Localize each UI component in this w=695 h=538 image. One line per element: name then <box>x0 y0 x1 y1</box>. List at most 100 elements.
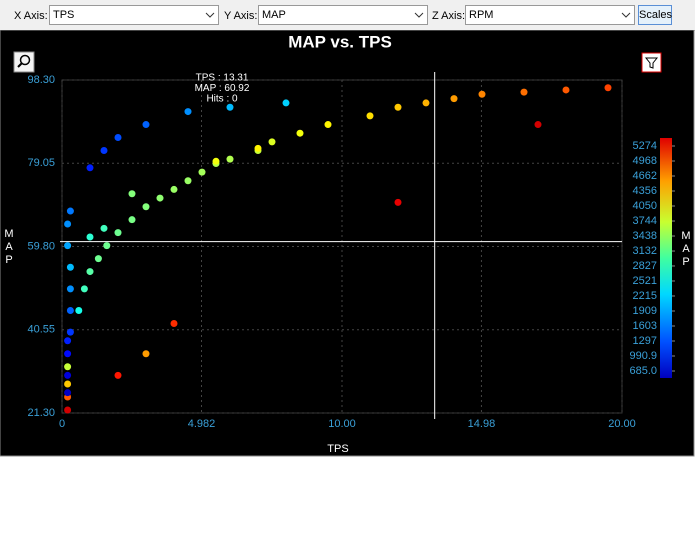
colorbar-tick-label: 2215 <box>633 290 657 302</box>
chevron <box>205 12 215 18</box>
point <box>534 121 542 129</box>
point <box>212 157 220 165</box>
point <box>86 233 94 241</box>
x-tick-label: 14.98 <box>468 418 496 430</box>
point <box>226 155 234 163</box>
colorbar-tick-label: 3132 <box>633 245 657 257</box>
z-axis-title: MAP <box>680 230 692 269</box>
point <box>64 350 72 358</box>
y-axis-label: Y Axis: <box>224 10 258 22</box>
point <box>422 99 430 107</box>
point <box>86 164 94 172</box>
point <box>170 319 178 327</box>
toolbar: X Axis: TPS Y Axis: MAP Z Axis: RPM Scal… <box>0 0 695 31</box>
point <box>66 285 74 293</box>
point <box>394 103 402 111</box>
zoom-button[interactable] <box>13 51 35 73</box>
point <box>94 255 102 263</box>
z-axis-value: RPM <box>469 9 494 21</box>
point <box>64 380 72 388</box>
colorbar-tick-label: 1297 <box>633 335 657 347</box>
x-axis-label: X Axis: <box>14 10 48 22</box>
y-tick-label: 21.30 <box>27 407 55 419</box>
z-axis-select[interactable]: RPM <box>465 5 635 25</box>
point <box>254 144 262 152</box>
point <box>66 307 74 315</box>
x-tick-label: 4.982 <box>188 418 216 430</box>
y-tick-label: 40.55 <box>27 324 55 336</box>
cursor-readout: MAP : 60.92 <box>195 83 250 94</box>
point <box>226 103 234 111</box>
point <box>114 229 122 237</box>
point <box>100 224 108 232</box>
point <box>114 134 122 142</box>
point <box>103 242 111 250</box>
y-tick-label: 98.30 <box>27 74 55 86</box>
colorbar-tick-label: 4050 <box>633 200 657 212</box>
point <box>170 185 178 193</box>
point <box>75 307 83 315</box>
colorbar-tick-label: 3438 <box>633 230 657 242</box>
colorbar-tick-label: 4968 <box>633 155 657 167</box>
y-axis-title: MAP <box>3 228 15 267</box>
colorbar-tick-label: 2827 <box>633 260 657 272</box>
point <box>562 86 570 94</box>
x-axis-select[interactable]: TPS <box>49 5 219 25</box>
point <box>142 203 150 211</box>
scales-button[interactable]: Scales <box>638 5 672 25</box>
chevron <box>621 12 631 18</box>
point <box>128 190 136 198</box>
point <box>366 112 374 120</box>
point <box>64 406 72 414</box>
point <box>66 263 74 271</box>
filter-button[interactable] <box>641 52 662 73</box>
y-tick-label: 79.05 <box>27 157 55 169</box>
colorbar-tick-label: 1603 <box>633 320 657 332</box>
point <box>66 207 74 215</box>
cursor-readout: Hits : 0 <box>206 94 238 105</box>
point <box>64 389 72 397</box>
colorbar-tick-label: 990.9 <box>629 350 657 362</box>
chart: MAP vs. TPS TPS 0 4.982 10.00 14.98 20.00 21.… <box>0 30 695 457</box>
colorbar-tick-label: 1909 <box>633 305 657 317</box>
point <box>64 337 72 345</box>
chart-title: MAP vs. TPS <box>288 32 392 51</box>
point <box>64 220 72 228</box>
colorbar-tick-label: 4356 <box>633 185 657 197</box>
chevron <box>414 12 424 18</box>
y-tick-label: 59.80 <box>27 240 55 252</box>
point <box>66 328 74 336</box>
y-axis-select[interactable]: MAP <box>258 5 428 25</box>
colorbar-tick-label: 4662 <box>633 170 657 182</box>
point <box>184 108 192 116</box>
colorbar-tick-label: 2521 <box>633 275 657 287</box>
point <box>142 350 150 358</box>
x-tick-label: 10.00 <box>328 418 356 430</box>
point <box>114 371 122 379</box>
point <box>184 177 192 185</box>
point <box>86 268 94 276</box>
x-axis-value: TPS <box>53 9 75 21</box>
point <box>64 242 72 250</box>
colorbar-tick-label: 5274 <box>633 140 657 152</box>
colorbar-tick-label: 3744 <box>633 215 657 227</box>
point <box>520 88 528 96</box>
y-axis-value: MAP <box>262 9 286 21</box>
point <box>296 129 304 137</box>
point <box>268 138 276 146</box>
point <box>604 84 612 92</box>
point <box>198 168 206 176</box>
point <box>324 121 332 129</box>
point <box>478 90 486 98</box>
colorbar <box>660 138 672 378</box>
point <box>142 121 150 129</box>
x-tick-label: 0 <box>59 418 65 430</box>
cursor-readout: TPS : 13.31 <box>196 73 249 84</box>
point <box>282 99 290 107</box>
point <box>100 146 108 154</box>
x-tick-label: 20.00 <box>608 418 636 430</box>
x-axis-title: TPS <box>327 443 348 455</box>
point <box>128 216 136 224</box>
point <box>156 194 164 202</box>
